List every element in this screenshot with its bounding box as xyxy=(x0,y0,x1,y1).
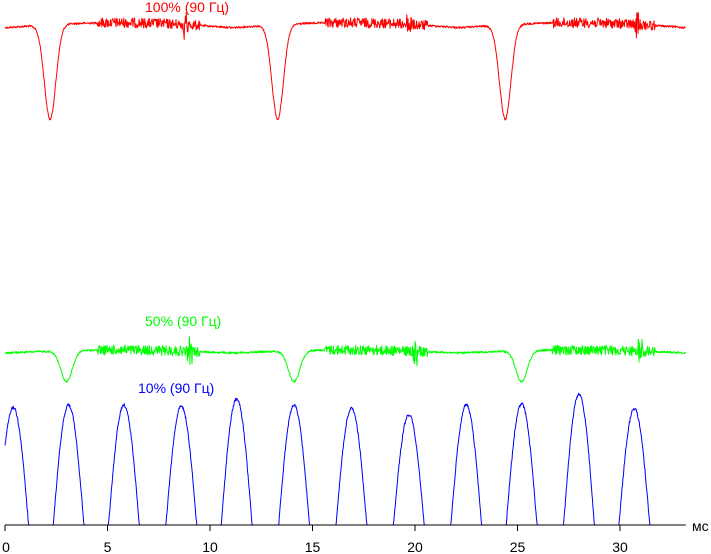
x-tick-label-20: 20 xyxy=(407,539,423,554)
x-tick-label-5: 5 xyxy=(104,539,112,554)
series-labels: 100% (90 Гц) 50% (90 Гц) 10% (90 Гц) xyxy=(138,0,229,396)
x-tick-label-10: 10 xyxy=(202,539,218,554)
series-line-0 xyxy=(4,12,686,121)
series-label-50: 50% (90 Гц) xyxy=(145,313,221,329)
traces-layer xyxy=(4,12,687,526)
x-axis-unit: мс xyxy=(692,518,709,534)
series-line-1 xyxy=(4,336,687,383)
x-axis: 0 5 10 15 20 25 30 xyxy=(2,524,686,554)
series-line-2 xyxy=(4,392,686,526)
x-tick-label-15: 15 xyxy=(305,539,321,554)
series-label-100: 100% (90 Гц) xyxy=(145,0,229,15)
x-tick-label-30: 30 xyxy=(612,539,628,554)
x-tick-label-25: 25 xyxy=(510,539,526,554)
series-label-10: 10% (90 Гц) xyxy=(138,380,214,396)
x-tick-label-0: 0 xyxy=(2,539,10,554)
